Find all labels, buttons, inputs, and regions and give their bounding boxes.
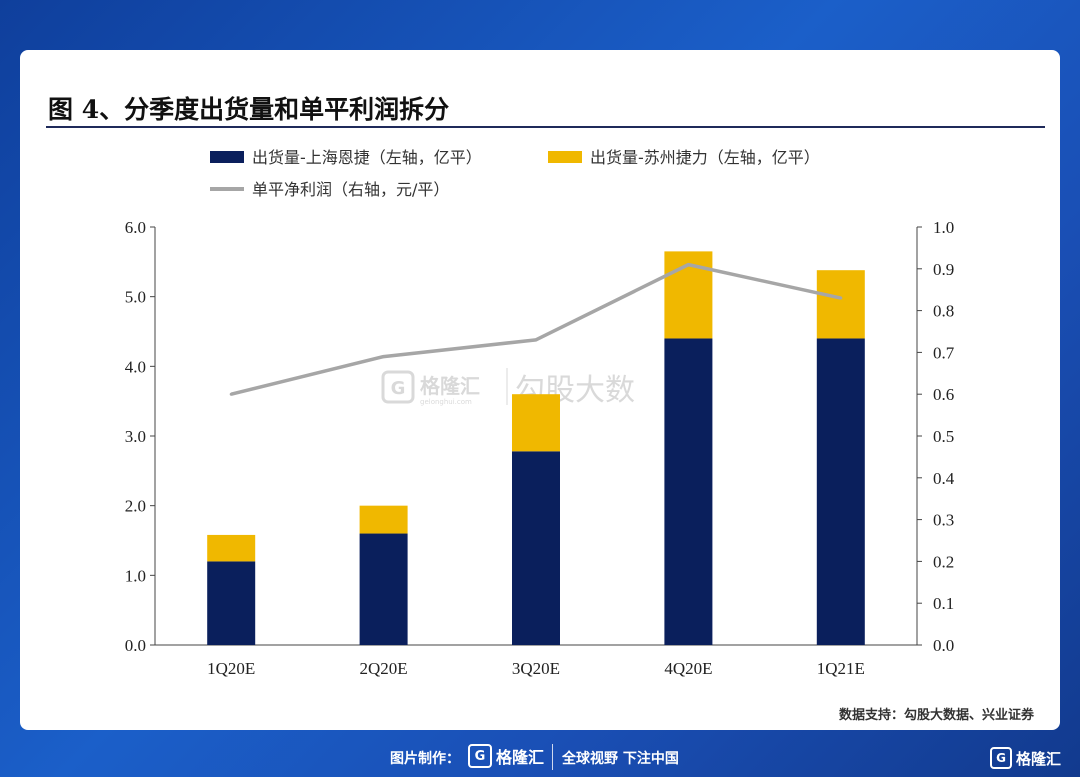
legend-swatch (210, 151, 244, 163)
footer-logo: G 格隆汇 (468, 744, 544, 768)
bar (359, 505, 408, 534)
x-tick-label: 1Q20E (207, 659, 255, 678)
y-left-tick-label: 0.0 (125, 636, 146, 655)
y-left-tick-label: 5.0 (125, 288, 146, 307)
line-point (686, 263, 690, 267)
corner-brand: G 格隆汇 (990, 747, 1061, 769)
bars (207, 251, 865, 645)
y-right-tick-label: 0.9 (933, 260, 954, 279)
source-note: 数据支持：勾股大数据、兴业证券 (838, 708, 1034, 723)
legend-swatch (548, 151, 582, 163)
y-left-tick-label: 6.0 (125, 218, 146, 237)
bar (664, 338, 713, 645)
line-point (382, 355, 386, 359)
title-rule (46, 126, 1045, 128)
legend: 出货量-上海恩捷（左轴，亿平） 出货量-苏州捷力（左轴，亿平） 单平净利润（右轴，元… (210, 148, 820, 199)
watermark-brand-sub: gelonghui.com (420, 398, 472, 406)
y-right-tick-label: 0.1 (933, 594, 954, 613)
line-series (229, 262, 843, 396)
line-point (534, 338, 538, 342)
line-point (229, 392, 233, 396)
bar (512, 394, 560, 452)
y-left-tick-label: 4.0 (125, 357, 146, 376)
x-tick-label: 3Q20E (512, 659, 560, 678)
bar (207, 561, 256, 645)
y-left-tick-label: 1.0 (125, 566, 146, 585)
y-right-tick-label: 0.5 (933, 427, 954, 446)
footer-slogan: 全球视野 下注中国 (562, 751, 679, 767)
x-tick-label: 1Q21E (817, 659, 865, 678)
footer-made-by: 图片制作： (390, 751, 460, 767)
corner-brand-text: 格隆汇 (1016, 749, 1062, 768)
y-left-tick-label: 3.0 (125, 427, 146, 446)
y-right-tick-label: 1.0 (933, 218, 954, 237)
y-right-tick-label: 0.6 (933, 385, 954, 404)
watermark-brand: 格隆汇 (420, 374, 480, 398)
y-right-tick-label: 0.0 (933, 636, 954, 655)
y-right-tick-label: 0.4 (933, 469, 955, 488)
y-right-tick-label: 0.7 (933, 343, 955, 362)
y-right-tick-label: 0.3 (933, 511, 954, 530)
bar (816, 270, 865, 339)
axes: 0.0 1.0 2.0 3.0 4.0 5.0 6.0 0.0 0.1 0.2 0.3 0.4 0.5 0… (125, 218, 955, 678)
bar (207, 534, 256, 562)
watermark: G 格隆汇 gelonghui.com 勾股大数 (381, 368, 635, 408)
bar (512, 451, 560, 645)
legend-label: 单平净利润（右轴，元/平） (252, 180, 449, 199)
footer-divider (552, 744, 553, 770)
watermark-logo-icon (381, 370, 415, 404)
bar (816, 338, 865, 645)
svg-text:G: G (391, 378, 406, 399)
page-title: 图 4、分季度出货量和单平利润拆分 (48, 95, 450, 124)
x-tick-label: 4Q20E (664, 659, 712, 678)
footer: 图片制作： G 格隆汇 全球视野 下注中国 (0, 738, 1080, 774)
footer-brand: 格隆汇 (496, 748, 545, 767)
logo-icon: G (468, 744, 492, 768)
x-tick-label: 2Q20E (360, 659, 408, 678)
bar (359, 533, 408, 645)
line-point (839, 296, 843, 300)
y-right-tick-label: 0.2 (933, 552, 954, 571)
legend-label: 出货量-苏州捷力（左轴，亿平） (590, 148, 820, 167)
legend-label: 出货量-上海恩捷（左轴，亿平） (252, 148, 482, 167)
y-right-tick-label: 0.8 (933, 302, 954, 321)
y-left-tick-label: 2.0 (125, 497, 146, 516)
corner-logo-icon: G (990, 747, 1012, 769)
